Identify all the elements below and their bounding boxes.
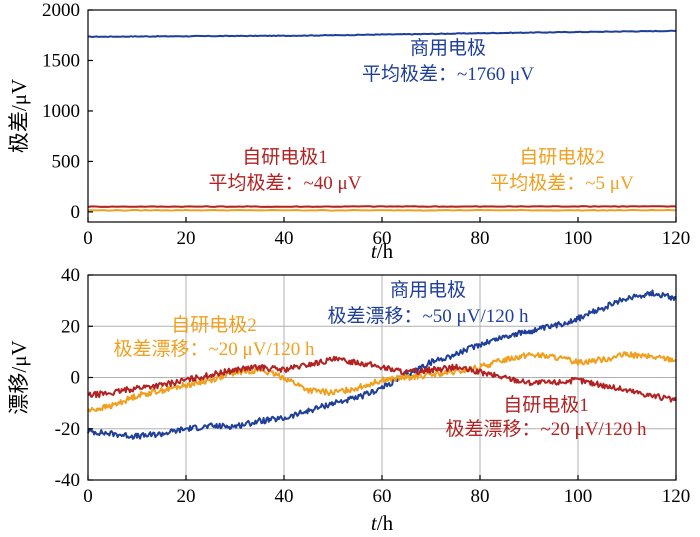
y-tick-label: 2000 <box>42 0 80 21</box>
x-tick-label: 20 <box>177 486 196 507</box>
x-tick-label: 0 <box>83 228 93 249</box>
annotation-label: 平均极差：~40 μV <box>209 172 362 194</box>
y-tick-label: 1000 <box>42 101 80 122</box>
y-tick-label: 40 <box>61 265 80 286</box>
y-axis-label: 漂移/μV <box>7 340 31 414</box>
x-tick-label: 40 <box>275 486 294 507</box>
series-line <box>87 205 677 208</box>
y-tick-label: 0 <box>71 202 81 223</box>
annotation-label: 自研电极1 <box>503 394 589 416</box>
y-tick-label: 1500 <box>42 50 80 71</box>
x-tick-label: 40 <box>275 228 294 249</box>
annotation-label: 自研电极1 <box>242 146 328 168</box>
y-axis-label: 极差/μV <box>7 79 31 153</box>
x-tick-label: 80 <box>471 486 490 507</box>
annotation-label: 自研电极2 <box>519 146 605 168</box>
annotation-label: 商用电极 <box>410 37 486 59</box>
x-axis-label: t/h <box>371 511 394 535</box>
y-tick-label: -20 <box>55 419 80 440</box>
series-line <box>88 29 676 38</box>
x-tick-label: 20 <box>177 228 196 249</box>
range-chart: 0 20 40 60 80 100 120 0 500 1000 1500 2000 t/h 极差/μ… <box>7 0 690 263</box>
x-tick-label: 100 <box>564 486 593 507</box>
x-tick-label: 60 <box>373 228 392 249</box>
x-axis-label: t/h <box>371 239 394 263</box>
x-tick-label: 0 <box>83 486 93 507</box>
annotation-label: 平均极差：~1760 μV <box>362 63 534 85</box>
annotation-label: 商用电极 <box>390 279 466 301</box>
y-tick-label: 500 <box>52 151 81 172</box>
annotation-label: 平均极差：~5 μV <box>490 172 634 194</box>
series-line <box>87 351 677 413</box>
annotation-label: 极差漂移：~20 μV/120 h <box>446 418 647 440</box>
x-tick-label: 100 <box>564 228 593 249</box>
x-tick-label: 120 <box>662 486 691 507</box>
series-line <box>87 208 677 212</box>
annotation-label: 极差漂移：~20 μV/120 h <box>114 338 315 360</box>
series-line <box>87 355 677 403</box>
series-line <box>87 289 677 440</box>
x-tick-label: 80 <box>471 228 490 249</box>
drift-chart: 0 20 40 60 80 100 120 -40 -20 0 20 40 t/h 漂移/μV 商用电… <box>7 265 690 535</box>
annotation-label: 自研电极2 <box>171 314 257 336</box>
x-tick-label: 60 <box>373 486 392 507</box>
annotation-label: 极差漂移：~50 μV/120 h <box>328 305 529 327</box>
x-tick-label: 120 <box>662 228 691 249</box>
y-tick-label: -40 <box>55 470 80 491</box>
y-tick-label: 0 <box>71 368 81 389</box>
y-tick-label: 20 <box>61 316 80 337</box>
